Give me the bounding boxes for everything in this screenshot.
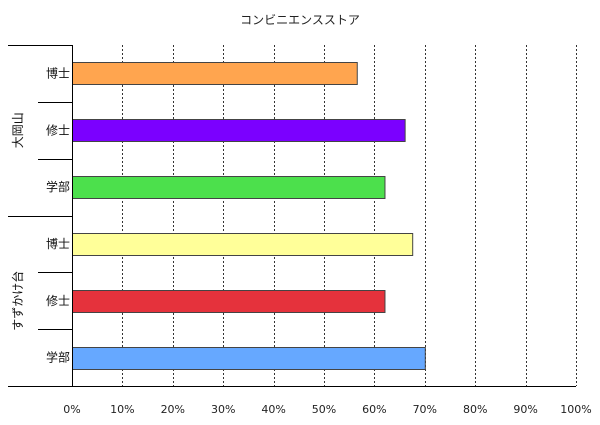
grid-lines <box>122 45 577 386</box>
bar-大岡山-学部 <box>72 176 386 199</box>
x-tick-label: 20% <box>161 403 185 416</box>
x-tick-label: 60% <box>362 403 386 416</box>
category-label: 修士 <box>46 122 70 137</box>
bar-すずかけ台-博士 <box>72 233 414 256</box>
axes <box>8 45 576 387</box>
chart-title: コンビニエンスストア <box>240 13 360 27</box>
category-label: 学部 <box>46 350 70 365</box>
x-tick-label: 10% <box>110 403 134 416</box>
x-tick-label: 40% <box>261 403 285 416</box>
category-label: 修士 <box>46 293 70 308</box>
bar-大岡山-博士 <box>72 62 358 85</box>
x-tick-label: 50% <box>312 403 336 416</box>
category-label: 博士 <box>46 236 70 251</box>
bar-大岡山-修士 <box>72 119 406 142</box>
x-tick-label: 90% <box>513 403 537 416</box>
category-label: 博士 <box>46 65 70 80</box>
category-label: 学部 <box>46 179 70 194</box>
bars <box>72 62 426 370</box>
x-tick-label: 0% <box>63 403 80 416</box>
x-tick-label: 70% <box>413 403 437 416</box>
bar-すずかけ台-修士 <box>72 290 386 313</box>
group-label: 大岡山 <box>11 112 25 148</box>
x-tick-label: 80% <box>463 403 487 416</box>
x-tick-label: 30% <box>211 403 235 416</box>
x-tick-label: 100% <box>560 403 591 416</box>
bar-すずかけ台-学部 <box>72 347 426 370</box>
group-label: すずかけ台 <box>10 271 25 331</box>
